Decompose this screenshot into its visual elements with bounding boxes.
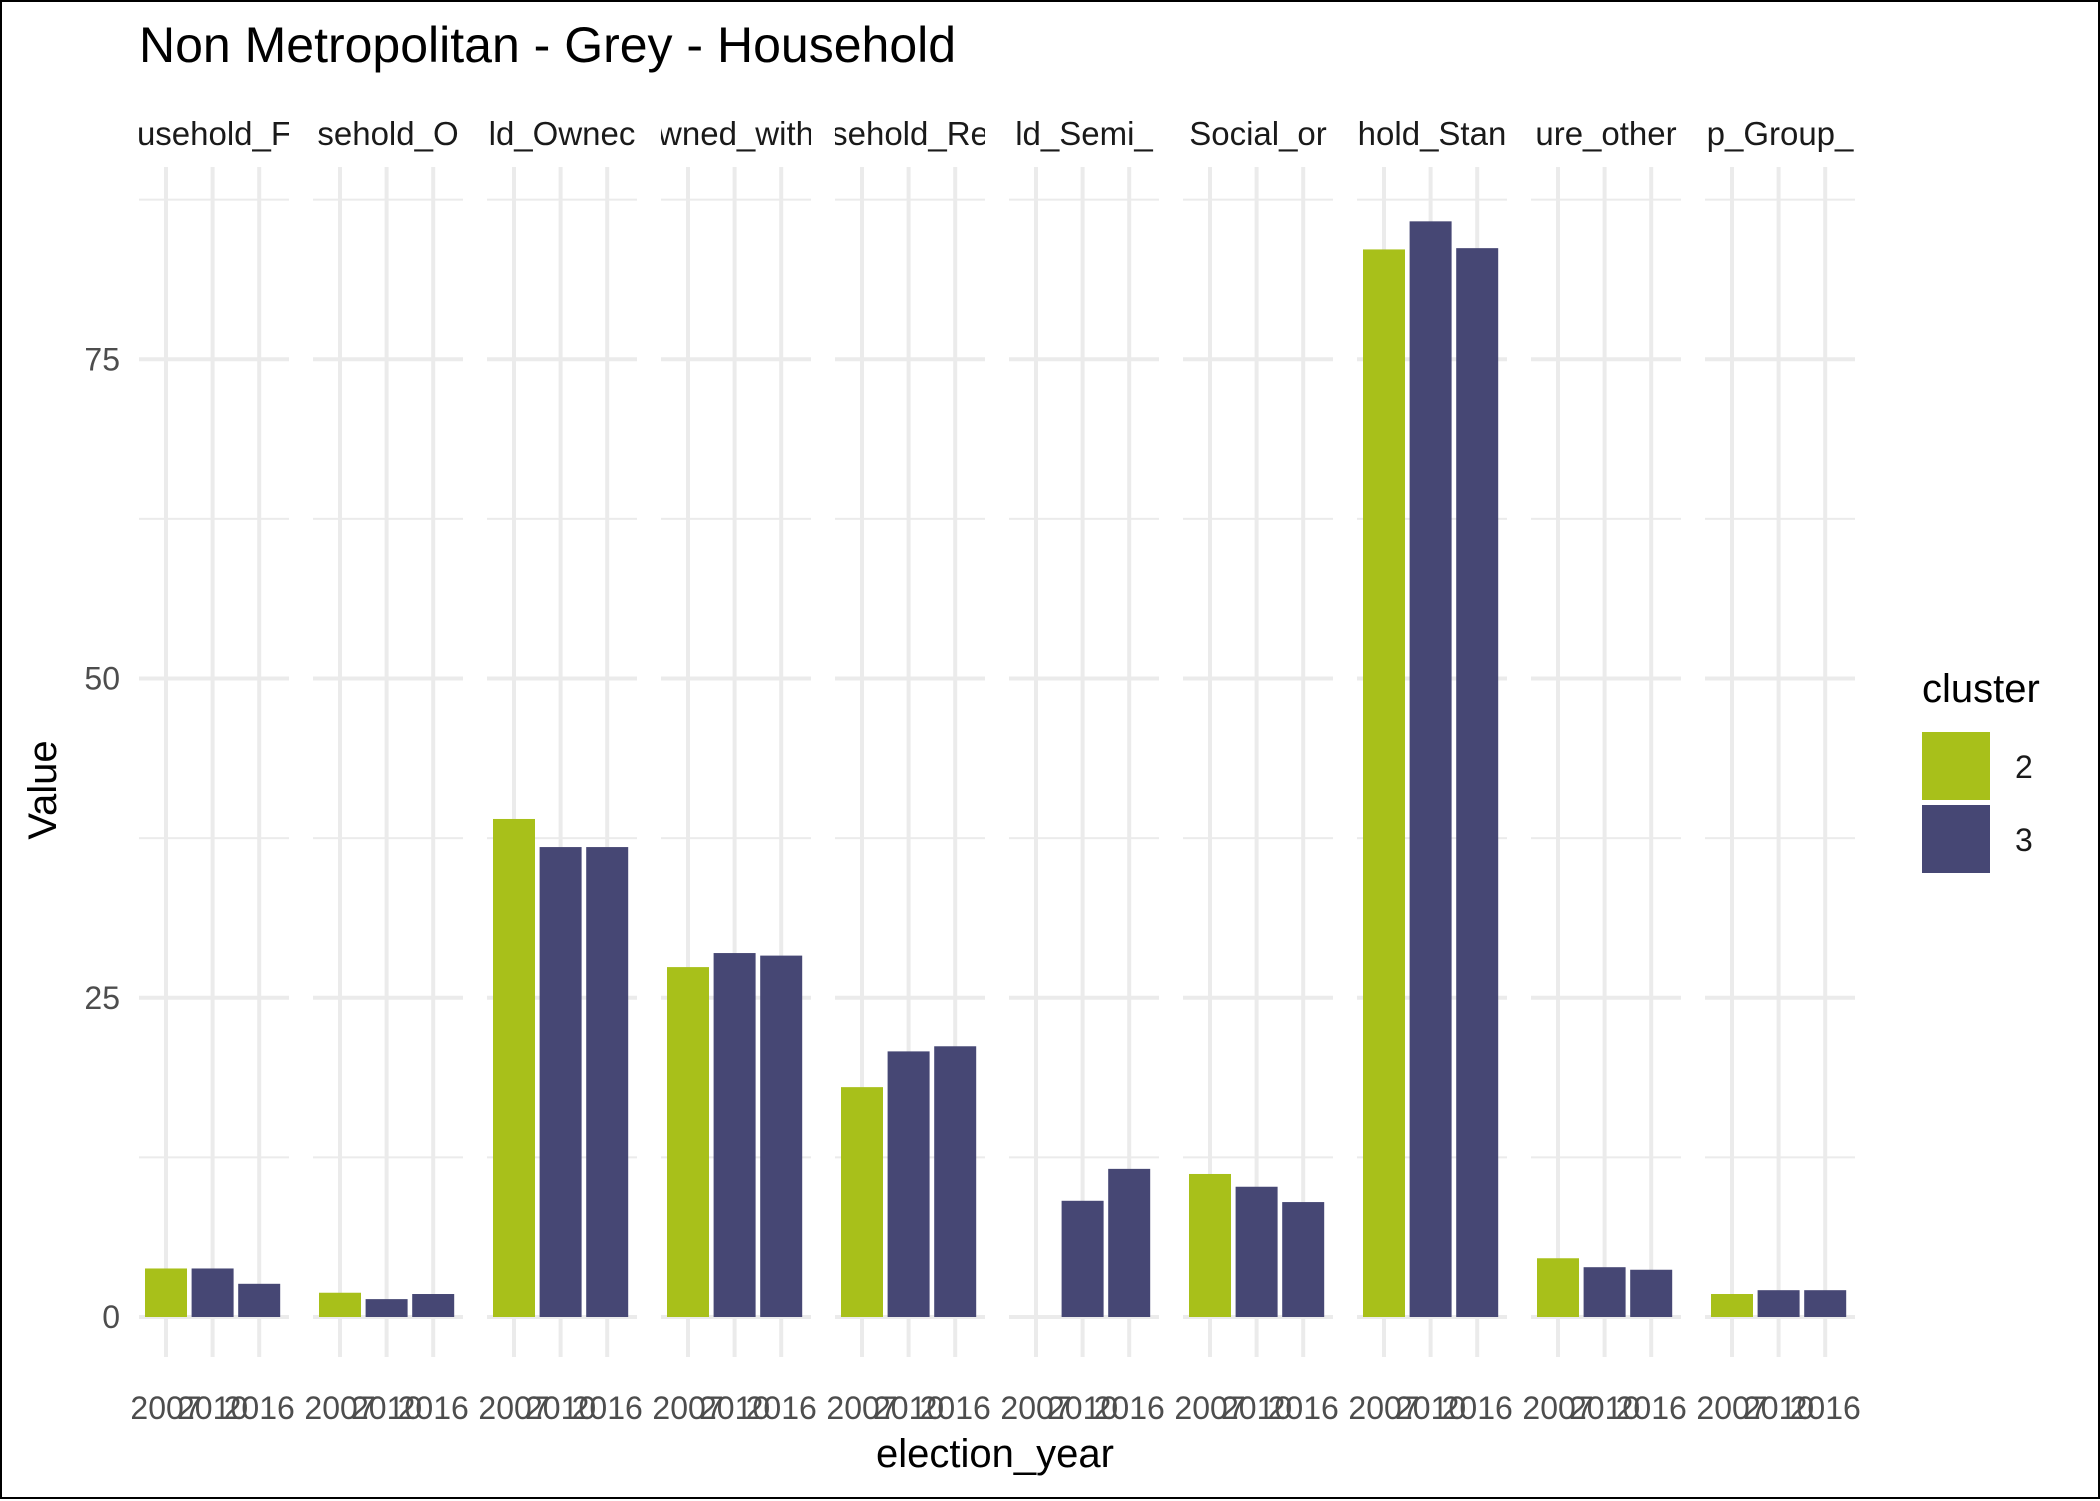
bar <box>365 1299 408 1317</box>
bar <box>319 1292 361 1317</box>
bar <box>1630 1269 1673 1317</box>
bar <box>145 1268 187 1317</box>
legend-title: cluster <box>1922 667 2040 711</box>
y-tick-label: 0 <box>102 1299 120 1335</box>
bar <box>586 847 629 1317</box>
x-tick-label: 2010 <box>699 1390 770 1426</box>
y-axis-title: Value <box>21 740 65 839</box>
x-tick-label: 2010 <box>873 1390 944 1426</box>
y-axis-ticks: 0 25 50 75 <box>84 341 120 1335</box>
x-tick-label: 2016 <box>224 1390 295 1426</box>
bar <box>1804 1290 1847 1317</box>
x-tick-label: 2010 <box>525 1390 596 1426</box>
y-tick-label: 75 <box>84 341 120 377</box>
facet-strip-label: hold_Stan <box>1358 115 1507 152</box>
x-tick-label: 2007 <box>478 1390 549 1426</box>
x-tick-label: 2010 <box>1221 1390 1292 1426</box>
x-tick-label: 2016 <box>1442 1390 1513 1426</box>
x-tick-label: 2016 <box>920 1390 991 1426</box>
facet-strip-label: usehold_F <box>137 115 291 152</box>
legend: cluster 2 3 <box>1922 667 2040 873</box>
bar <box>1456 248 1499 1317</box>
x-tick-label: 2007 <box>1348 1390 1419 1426</box>
x-tick-label: 2010 <box>1395 1390 1466 1426</box>
bar <box>493 818 535 1317</box>
x-tick-label: 2016 <box>572 1390 643 1426</box>
legend-swatch <box>1922 805 1990 873</box>
x-tick-label: 2010 <box>1569 1390 1640 1426</box>
x-tick-label: 2016 <box>1790 1390 1861 1426</box>
legend-swatch <box>1922 732 1990 800</box>
chart-title: Non Metropolitan - Grey - Household <box>139 17 956 73</box>
x-tick-label: 2016 <box>1616 1390 1687 1426</box>
bar <box>760 955 803 1317</box>
x-tick-label: 2016 <box>746 1390 817 1426</box>
bar <box>1757 1290 1800 1317</box>
x-tick-label: 2007 <box>652 1390 723 1426</box>
facet-panels: usehold_F200720102016sehold_O20072010201… <box>130 115 1860 1426</box>
x-tick-label: 2010 <box>351 1390 422 1426</box>
facet-strip-label: Social_or <box>1189 115 1327 152</box>
x-axis-title: election_year <box>876 1432 1114 1476</box>
x-tick-label: 2016 <box>1094 1390 1165 1426</box>
x-tick-label: 2007 <box>1696 1390 1767 1426</box>
bar <box>412 1294 455 1317</box>
bar <box>841 1087 883 1317</box>
y-tick-label: 50 <box>84 661 120 697</box>
x-tick-label: 2016 <box>398 1390 469 1426</box>
bar <box>1061 1200 1104 1317</box>
x-tick-label: 2010 <box>1743 1390 1814 1426</box>
facet-strip-label: sehold_O <box>317 115 458 152</box>
bar <box>1711 1294 1753 1317</box>
bar <box>1409 221 1452 1318</box>
facet-strip-label: ld_Semi_ <box>1015 115 1153 152</box>
x-tick-label: 2007 <box>826 1390 897 1426</box>
bar <box>934 1046 977 1317</box>
bar <box>238 1283 281 1317</box>
legend-label: 3 <box>2015 822 2033 858</box>
x-tick-label: 2007 <box>1522 1390 1593 1426</box>
bar <box>1189 1173 1231 1317</box>
bar <box>1108 1168 1151 1317</box>
x-tick-label: 2007 <box>1000 1390 1071 1426</box>
bar <box>1363 249 1405 1318</box>
bar <box>1583 1267 1626 1317</box>
bar <box>191 1268 234 1317</box>
y-tick-label: 25 <box>84 980 120 1016</box>
legend-label: 2 <box>2015 749 2033 785</box>
x-tick-label: 2007 <box>1174 1390 1245 1426</box>
facet-strip-label: ld_Ownec <box>489 115 636 152</box>
bar <box>667 967 709 1317</box>
bar <box>1537 1258 1579 1317</box>
facet-strip-label: p_Group_ <box>1707 115 1854 152</box>
x-tick-label: 2010 <box>1047 1390 1118 1426</box>
bar <box>1282 1202 1325 1317</box>
bar <box>1235 1186 1278 1317</box>
x-tick-label: 2016 <box>1268 1390 1339 1426</box>
x-tick-label: 2010 <box>177 1390 248 1426</box>
facet-strip-label: sehold_Re <box>831 115 989 152</box>
bar <box>713 953 756 1317</box>
facet-strip-label: wned_with <box>657 115 814 152</box>
bar <box>887 1051 930 1317</box>
facet-strip-label: ure_other <box>1535 115 1676 152</box>
x-tick-label: 2007 <box>304 1390 375 1426</box>
bar <box>539 847 582 1317</box>
x-tick-label: 2007 <box>130 1390 201 1426</box>
